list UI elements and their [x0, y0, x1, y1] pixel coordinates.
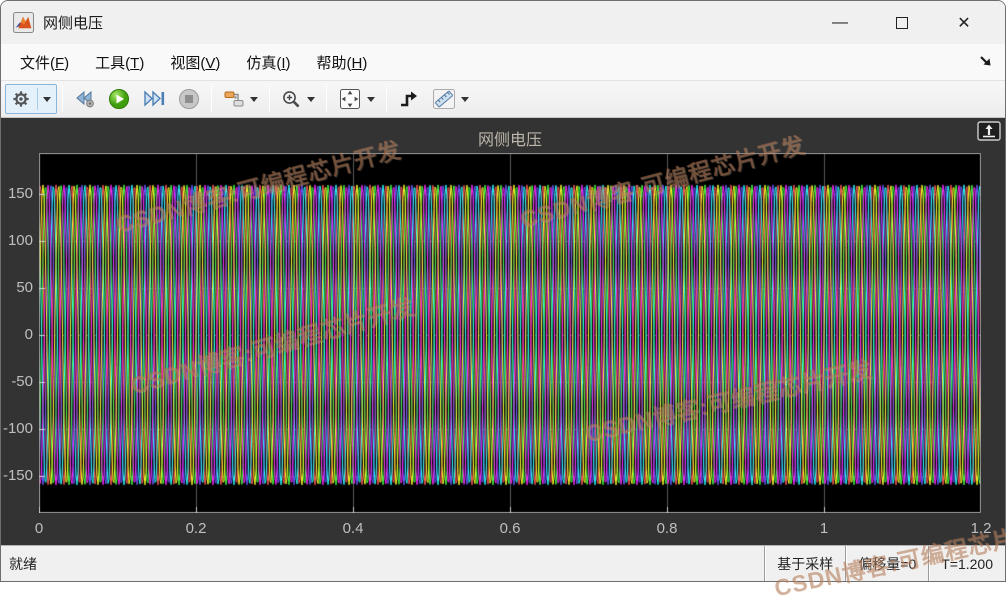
menu-simulation[interactable]: 仿真(I)	[246, 54, 291, 72]
menu-overflow-button[interactable]	[979, 53, 999, 72]
x-tick-label: 0	[34, 520, 44, 537]
gear-icon	[13, 91, 29, 107]
dock-scope-button[interactable]	[977, 121, 1001, 141]
dock-arrow-icon	[977, 121, 1001, 141]
window-controls: — ✕	[809, 5, 995, 41]
window-title: 网侧电压	[43, 15, 104, 32]
maximize-button[interactable]	[871, 5, 933, 41]
dropdown-arrow-icon	[43, 96, 51, 102]
step-forward-icon	[144, 90, 165, 107]
minimize-button[interactable]: —	[809, 5, 871, 41]
run-button[interactable]	[102, 84, 136, 114]
menu-help[interactable]: 帮助(H)	[316, 54, 368, 72]
stop-button[interactable]	[172, 84, 206, 114]
x-tick-label: 1	[819, 520, 829, 537]
status-right: 基于采样 偏移量=0 T=1.200	[764, 546, 1005, 581]
overflow-arrow-icon	[980, 55, 991, 65]
toolbar	[1, 81, 1005, 118]
y-tick-label: -100	[2, 419, 33, 437]
trigger-icon	[401, 91, 417, 107]
waveform-plot[interactable]	[39, 153, 981, 513]
x-tick-label: 0.6	[499, 520, 521, 537]
status-sample-mode: 基于采样	[764, 546, 845, 581]
dropdown-arrow-icon	[461, 96, 469, 102]
x-tick-label: 0.8	[656, 520, 678, 537]
close-icon: ✕	[957, 14, 971, 32]
scope-window: 网侧电压 — ✕ 文件(F) 工具(T) 视图(V) 仿真(I) 帮助(H)	[0, 0, 1006, 582]
scope-display: 网侧电压 150 100 50 0 -50 -100 -150 0 0.2 0.4 0.6 0.8 1 1…	[1, 118, 1005, 545]
title-bar: 网侧电压 — ✕	[1, 1, 1005, 44]
y-tick-label: 150	[7, 185, 33, 203]
menu-view[interactable]: 视图(V)	[170, 54, 221, 72]
settings-gear-button[interactable]	[5, 84, 57, 114]
separator	[326, 86, 327, 112]
y-tick-label: -50	[11, 372, 33, 390]
y-tick-label: 0	[24, 325, 33, 343]
fit-to-view-button[interactable]	[332, 84, 381, 114]
highlight-block-icon	[224, 91, 244, 107]
run-icon	[109, 89, 129, 109]
status-offset: 偏移量=0	[845, 546, 928, 581]
fit-to-view-icon	[340, 89, 360, 109]
stop-icon	[179, 89, 199, 109]
x-tick-label: 1.2	[970, 520, 992, 537]
measurements-ruler-icon	[433, 89, 455, 109]
x-tick-label: 0.2	[185, 520, 207, 537]
x-tick-label: 0.4	[342, 520, 364, 537]
y-tick-label: 50	[16, 279, 33, 296]
status-message: 就绪	[9, 555, 37, 572]
menu-file[interactable]: 文件(F)	[20, 54, 70, 72]
measurements-button[interactable]	[426, 84, 475, 114]
status-sim-time: T=1.200	[928, 546, 1005, 581]
dropdown-arrow-icon	[367, 96, 375, 102]
separator	[269, 86, 270, 112]
menu-tools[interactable]: 工具(T)	[95, 54, 145, 72]
dropdown-arrow-icon	[250, 96, 258, 102]
close-button[interactable]: ✕	[933, 5, 995, 41]
separator	[62, 86, 63, 112]
step-forward-button[interactable]	[136, 84, 172, 114]
minimize-icon: —	[832, 13, 848, 31]
dropdown-arrow-icon	[307, 96, 315, 102]
separator	[386, 86, 387, 112]
plot-title: 网侧电压	[477, 132, 542, 149]
status-bar: 就绪 基于采样 偏移量=0 T=1.200	[1, 545, 1005, 581]
y-tick-label: 100	[7, 232, 33, 250]
separator	[211, 86, 212, 112]
highlight-block-button[interactable]	[217, 84, 264, 114]
menu-bar: 文件(F) 工具(T) 视图(V) 仿真(I) 帮助(H)	[1, 44, 1005, 81]
step-backward-icon	[76, 90, 94, 108]
trigger-button[interactable]	[392, 84, 426, 114]
zoom-in-icon	[283, 90, 300, 108]
maximize-icon	[896, 16, 908, 29]
zoom-button[interactable]	[275, 84, 321, 114]
y-tick-label: -150	[2, 466, 33, 484]
step-backward-button[interactable]	[68, 84, 102, 114]
matlab-logo-icon	[13, 12, 34, 33]
